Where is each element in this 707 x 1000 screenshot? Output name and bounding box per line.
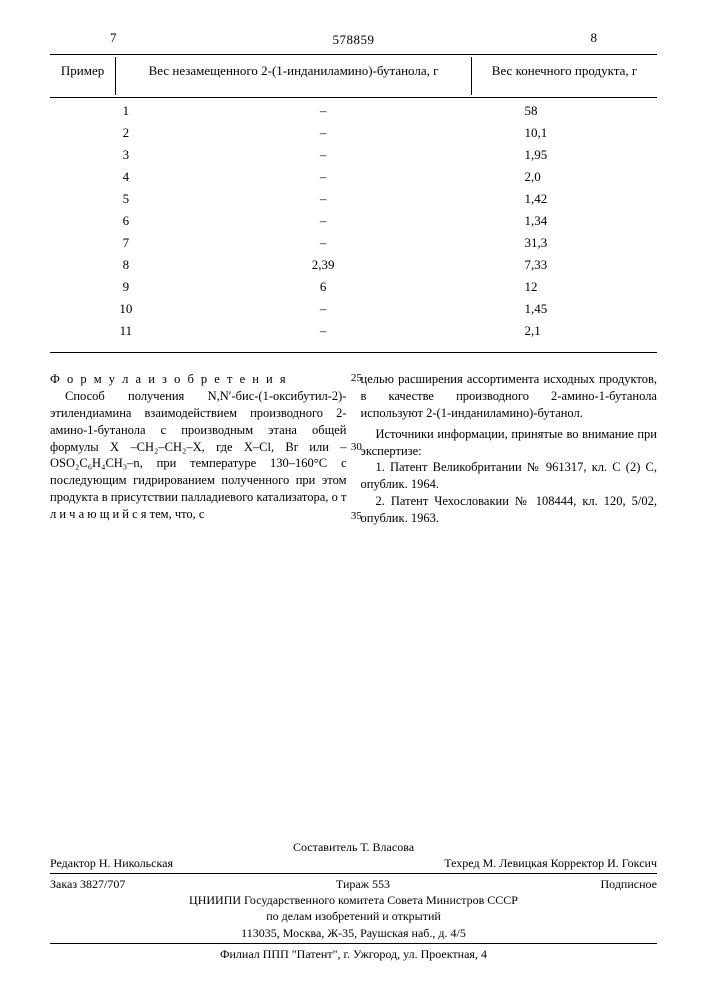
table-row: 1–58 [50,100,657,122]
table-row: 2–10,1 [50,122,657,144]
cell: – [202,122,445,144]
table-row: 7–31,3 [50,232,657,254]
address-line: 113035, Москва, Ж-35, Раушская наб., д. … [50,925,657,941]
editor-credit: Редактор Н. Никольская [50,855,173,871]
cell: 1 [50,100,202,122]
cell: 7,33 [445,254,657,276]
source-item-2: 2. Патент Чехословакии № 108444, кл. 120… [361,493,658,527]
table-head-rule [50,97,657,98]
credits-row: Редактор Н. Никольская Техред М. Левицка… [50,855,657,871]
cell: 9 [50,276,202,298]
table-bottom-rule [50,352,657,353]
cell: 8 [50,254,202,276]
cell: 1,95 [445,144,657,166]
compiler-line: Составитель Т. Власова [50,839,657,855]
table-row: 10–1,45 [50,298,657,320]
cell: 2 [50,122,202,144]
table-row: 6–1,34 [50,210,657,232]
cell: – [202,320,445,342]
table-top-rule [50,54,657,55]
tech-corrector-credit: Техред М. Левицкая Корректор И. Гоксич [444,855,657,871]
data-table: Пример Вес незамещенного 2-(1-инданилами… [50,57,657,95]
org-line-2: по делам изобретений и открытий [50,908,657,924]
right-paragraph: целью расширения ассортимента исходных п… [361,371,658,422]
col-header-1: Пример [50,57,116,95]
formula-heading: Ф о р м у л а и з о б р е т е н и я [50,371,347,388]
cell: 12 [445,276,657,298]
order-row: Заказ 3827/707 Тираж 553 Подписное [50,876,657,892]
cell: 2,0 [445,166,657,188]
cell: 5 [50,188,202,210]
cell: 7 [50,232,202,254]
cell: 31,3 [445,232,657,254]
subscription: Подписное [601,876,658,892]
cell: 58 [445,100,657,122]
left-paragraph: Способ получения N,N′-бис-(1-оксибутил-2… [50,388,347,523]
cell: 1,42 [445,188,657,210]
left-column: Ф о р м у л а и з о б р е т е н и я Спос… [50,371,347,527]
line-marker: 25 [347,371,365,386]
table-row: 3–1,95 [50,144,657,166]
cell: 1,34 [445,210,657,232]
table-row: 9612 [50,276,657,298]
col-header-2: Вес незамещенного 2-(1-инданиламино)-бут… [116,57,472,95]
footer-rule-2 [50,943,657,944]
table-head: Пример Вес незамещенного 2-(1-инданилами… [50,57,657,95]
table-row: 4–2,0 [50,166,657,188]
cell: – [202,232,445,254]
cell: – [202,166,445,188]
table-body: 1–582–10,13–1,954–2,05–1,426–1,347–31,38… [50,100,657,342]
branch-line: Филиал ППП "Патент", г. Ужгород, ул. Про… [50,946,657,962]
cell: 1,45 [445,298,657,320]
cell: – [202,144,445,166]
col-header-3: Вес конечного продукта, г [471,57,657,95]
tirazh: Тираж 553 [336,876,390,892]
line-marker: 30 [347,440,365,455]
line-number-markers: 25 30 35 [347,371,365,524]
cell: 10 [50,298,202,320]
document-number: 578859 [50,32,657,48]
cell: 2,39 [202,254,445,276]
footer-block: Составитель Т. Власова Редактор Н. Никол… [50,839,657,962]
table-row: 11–2,1 [50,320,657,342]
cell: 10,1 [445,122,657,144]
table-row: 82,397,33 [50,254,657,276]
source-item-1: 1. Патент Великобритании № 961317, кл. C… [361,459,658,493]
cell: – [202,298,445,320]
cell: 2,1 [445,320,657,342]
org-line-1: ЦНИИПИ Государственного комитета Совета … [50,892,657,908]
page-number-left: 7 [110,30,117,46]
patent-page: 7 8 578859 Пример Вес незамещенного 2-(1… [0,0,707,547]
body-columns: Ф о р м у л а и з о б р е т е н и я Спос… [50,371,657,527]
table-row: 5–1,42 [50,188,657,210]
order-number: Заказ 3827/707 [50,876,125,892]
line-marker: 35 [347,509,365,524]
cell: – [202,210,445,232]
data-table-body: 1–582–10,13–1,954–2,05–1,426–1,347–31,38… [50,100,657,342]
cell: 4 [50,166,202,188]
cell: 6 [202,276,445,298]
footer-rule-1 [50,873,657,874]
sources-heading: Источники информации, принятые во вниман… [361,426,658,460]
right-column: целью расширения ассортимента исходных п… [361,371,658,527]
cell: 11 [50,320,202,342]
cell: – [202,100,445,122]
page-number-right: 8 [591,30,598,46]
cell: 3 [50,144,202,166]
cell: 6 [50,210,202,232]
cell: – [202,188,445,210]
